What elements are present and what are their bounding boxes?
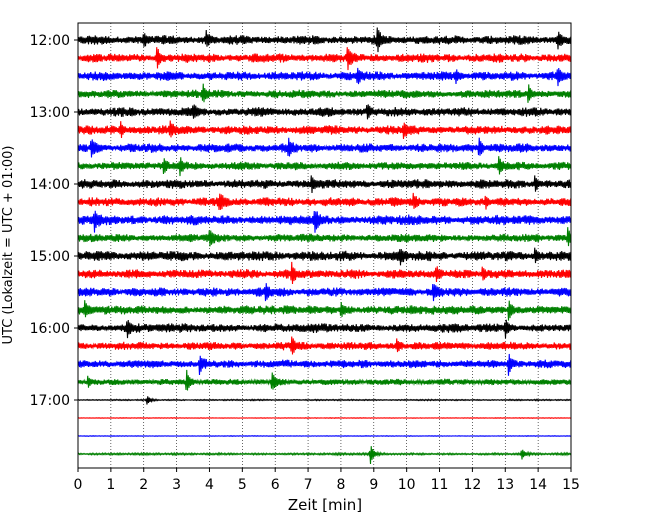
x-tick-label: 9 (369, 477, 378, 493)
y-tick-label: 14:00 (30, 177, 70, 193)
trace-1400 (77, 175, 572, 194)
trace-1615 (77, 336, 572, 355)
y-axis-ticks: 12:00 13:00 14:00 15:00 16:00 17:00 (30, 33, 78, 409)
trace-1230 (77, 67, 572, 87)
trace-1500 (77, 247, 572, 266)
trace-1330 (77, 137, 572, 158)
x-axis-label: Zeit [min] (288, 496, 362, 514)
y-tick-label: 17:00 (30, 393, 70, 409)
trace-1345 (77, 156, 572, 177)
y-tick-label: 12:00 (30, 33, 70, 49)
trace-1200 (77, 27, 572, 53)
trace-1545 (77, 300, 572, 321)
x-tick-label: 8 (336, 477, 345, 493)
trace-1430 (77, 210, 572, 233)
trace-1300 (77, 104, 572, 120)
trace-1515 (77, 261, 572, 284)
x-tick-label: 3 (172, 477, 181, 493)
y-axis-label: UTC (Lokalzeit = UTC + 01:00) (1, 146, 16, 345)
trace-1215 (77, 47, 572, 71)
x-tick-label: 14 (529, 477, 547, 493)
x-tick-label: 4 (205, 477, 214, 493)
trace-1445 (77, 227, 572, 247)
x-tick-label: 15 (562, 477, 580, 493)
x-tick-label: 2 (139, 477, 148, 493)
trace-1415 (77, 192, 572, 211)
trace-1700 (77, 396, 572, 405)
x-tick-label: 12 (463, 477, 481, 493)
x-tick-label: 0 (74, 477, 83, 493)
x-tick-label: 1 (106, 477, 115, 493)
trace-1600 (77, 319, 572, 339)
y-tick-label: 15:00 (30, 249, 70, 265)
seismic-traces (77, 27, 572, 464)
x-tick-label: 10 (398, 477, 416, 493)
trace-1630 (77, 353, 572, 376)
x-tick-label: 5 (238, 477, 247, 493)
trace-1315 (77, 120, 572, 140)
trace-1715 (77, 416, 571, 420)
y-tick-label: 16:00 (30, 321, 70, 337)
trace-1730 (77, 434, 572, 438)
y-tick-label: 13:00 (30, 105, 70, 121)
x-tick-label: 11 (431, 477, 449, 493)
x-tick-label: 13 (496, 477, 514, 493)
trace-1645 (77, 369, 572, 391)
x-axis-ticks: 0 1 2 3 4 5 6 7 8 9 10 11 12 13 14 15 (74, 468, 580, 493)
x-tick-label: 6 (271, 477, 280, 493)
trace-1530 (77, 283, 572, 302)
trace-1745 (77, 446, 572, 464)
trace-1245 (77, 83, 572, 103)
x-tick-label: 7 (304, 477, 313, 493)
plot-frame (77, 22, 572, 469)
